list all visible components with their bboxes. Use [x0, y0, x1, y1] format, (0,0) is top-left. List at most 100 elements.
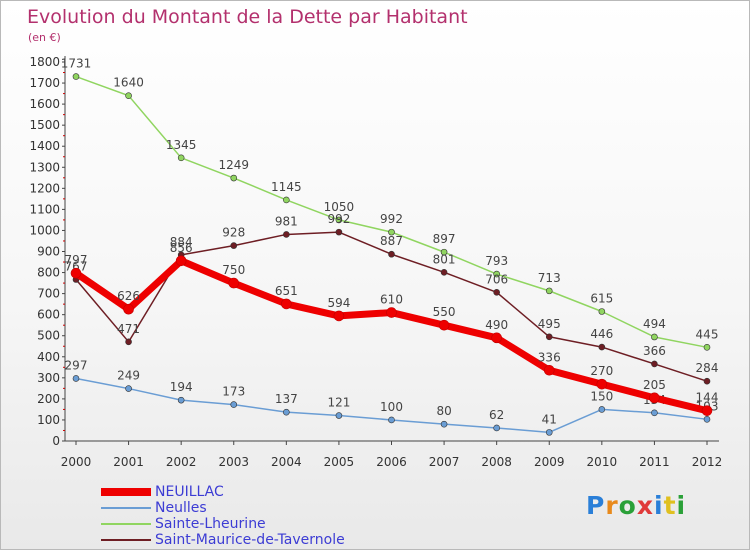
y-tick-label: 700	[37, 287, 60, 301]
data-point-neulles	[335, 412, 343, 419]
data-label-saint-maurice-de-tavernole: 495	[538, 317, 561, 331]
data-point-sainte-lheurine	[545, 287, 553, 295]
data-point-sainte-lheurine	[283, 196, 290, 204]
data-point-neulles	[388, 416, 395, 424]
data-label-sainte-lheurine: 494	[643, 317, 666, 331]
data-point-sainte-lheurine	[388, 228, 395, 236]
data-label-sainte-lheurine: 445	[696, 327, 719, 341]
data-point-neulles	[283, 408, 290, 416]
data-label-sainte-lheurine: 1249	[218, 158, 249, 172]
data-label-saint-maurice-de-tavernole: 887	[380, 234, 403, 248]
data-point-neulles	[493, 424, 500, 432]
data-point-sainte-lheurine	[651, 333, 658, 341]
data-label-neulles: 137	[275, 392, 298, 406]
data-label-neulles: 121	[327, 396, 350, 410]
data-point-neuillac	[386, 307, 397, 318]
legend-label: Sainte-Lheurine	[155, 516, 266, 532]
x-tick-label: 2000	[61, 455, 92, 469]
data-point-saint-maurice-de-tavernole	[440, 269, 448, 276]
data-point-neuillac	[543, 364, 555, 376]
data-point-sainte-lheurine	[493, 270, 500, 278]
data-point-neulles	[598, 406, 606, 413]
data-point-saint-maurice-de-tavernole	[598, 343, 606, 351]
data-point-sainte-lheurine	[72, 73, 80, 80]
data-label-neuillac: 490	[485, 318, 508, 332]
y-tick-label: 200	[37, 392, 60, 406]
x-tick-label: 2008	[481, 455, 512, 469]
data-label-saint-maurice-de-tavernole: 706	[485, 272, 508, 286]
y-tick-label: 1200	[29, 181, 60, 195]
data-point-neuillac	[596, 378, 608, 390]
data-label-sainte-lheurine: 615	[590, 292, 613, 306]
data-label-neuillac: 205	[643, 378, 666, 392]
data-point-neulles	[703, 416, 711, 423]
data-label-neulles: 249	[117, 369, 140, 383]
data-label-saint-maurice-de-tavernole: 801	[433, 252, 456, 266]
y-tick-label: 1500	[29, 118, 60, 132]
data-label-sainte-lheurine: 1640	[113, 76, 144, 90]
data-point-saint-maurice-de-tavernole	[388, 250, 395, 258]
x-tick-label: 2011	[639, 455, 670, 469]
data-label-neuillac: 270	[590, 364, 613, 378]
data-point-neuillac	[281, 298, 292, 310]
logo-letter: P	[586, 491, 606, 520]
data-label-saint-maurice-de-tavernole: 992	[327, 212, 350, 226]
data-label-saint-maurice-de-tavernole: 981	[275, 214, 298, 228]
data-point-sainte-lheurine	[230, 174, 238, 182]
y-tick-label: 1600	[29, 97, 60, 111]
x-tick-label: 2003	[218, 455, 249, 469]
legend-label: Neulles	[155, 500, 207, 516]
data-label-sainte-lheurine: 713	[538, 271, 561, 285]
data-point-neulles	[177, 396, 185, 404]
data-label-saint-maurice-de-tavernole: 284	[696, 361, 719, 375]
data-point-saint-maurice-de-tavernole	[230, 242, 238, 249]
legend-swatch	[101, 488, 151, 496]
y-tick-label: 300	[37, 371, 60, 385]
data-label-neuillac: 856	[170, 241, 193, 255]
y-tick-label: 1300	[29, 160, 60, 174]
data-point-neuillac	[649, 392, 660, 404]
data-label-neuillac: 750	[222, 263, 245, 277]
y-tick-label: 900	[37, 245, 60, 259]
data-label-neuillac: 610	[380, 293, 403, 307]
legend-swatch	[101, 507, 151, 509]
y-tick-label: 100	[37, 413, 60, 427]
data-point-neuillac	[123, 303, 134, 315]
data-label-neuillac: 594	[327, 296, 350, 310]
logo-letter: t	[663, 491, 677, 520]
data-point-sainte-lheurine	[598, 308, 606, 315]
data-point-neuillac	[333, 310, 345, 322]
y-tick-label: 1000	[29, 223, 60, 237]
data-point-sainte-lheurine	[440, 248, 448, 256]
logo-letter: r	[605, 491, 619, 520]
data-point-saint-maurice-de-tavernole	[703, 377, 711, 385]
data-label-neulles: 194	[170, 380, 193, 394]
data-label-neulles: 297	[65, 358, 88, 372]
logo-letter: o	[618, 491, 637, 520]
x-tick-label: 2001	[113, 455, 144, 469]
legend-label: Saint-Maurice-de-Tavernole	[155, 532, 345, 548]
data-label-saint-maurice-de-tavernole: 928	[222, 226, 245, 240]
data-point-saint-maurice-de-tavernole	[335, 228, 343, 236]
data-label-sainte-lheurine: 1345	[166, 138, 197, 152]
logo-letter: i	[654, 491, 664, 520]
data-label-saint-maurice-de-tavernole: 366	[643, 344, 666, 358]
data-label-sainte-lheurine: 897	[433, 232, 456, 246]
proxiti-logo: Proxiti	[586, 491, 686, 520]
data-label-neulles: 150	[590, 389, 613, 403]
data-label-neulles: 100	[380, 400, 403, 414]
x-tick-label: 2005	[324, 455, 355, 469]
data-point-neuillac	[228, 277, 240, 289]
legend-swatch	[101, 523, 151, 525]
data-point-sainte-lheurine	[335, 216, 343, 224]
data-label-sainte-lheurine: 992	[380, 212, 403, 226]
data-label-saint-maurice-de-tavernole: 884	[170, 235, 193, 249]
x-tick-label: 2004	[271, 455, 302, 469]
data-label-sainte-lheurine: 1050	[324, 200, 355, 214]
data-point-neulles	[440, 420, 448, 428]
data-label-sainte-lheurine: 1145	[271, 180, 302, 194]
logo-letter: i	[676, 491, 687, 520]
data-point-saint-maurice-de-tavernole	[651, 360, 658, 368]
data-point-neulles	[651, 409, 658, 417]
